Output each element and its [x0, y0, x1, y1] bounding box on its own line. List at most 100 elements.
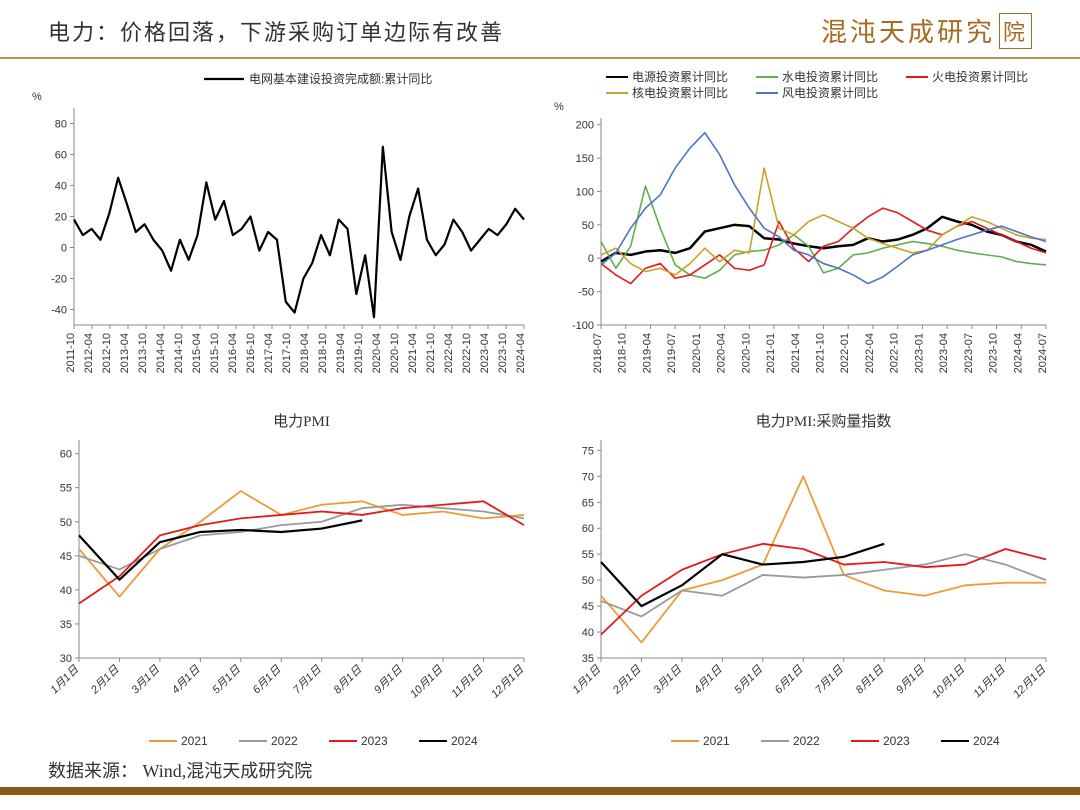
svg-text:2019-04: 2019-04	[641, 333, 653, 373]
svg-text:2019-04: 2019-04	[335, 333, 347, 373]
svg-text:2021-01: 2021-01	[765, 333, 777, 373]
svg-text:50: 50	[60, 517, 72, 529]
svg-text:11月1日: 11月1日	[449, 663, 486, 700]
svg-text:2023: 2023	[361, 734, 388, 748]
svg-text:2018-04: 2018-04	[299, 333, 311, 373]
svg-text:1月1日: 1月1日	[48, 663, 81, 696]
svg-text:0: 0	[61, 243, 67, 255]
svg-text:6月1日: 6月1日	[773, 663, 806, 696]
svg-text:2021: 2021	[703, 734, 730, 748]
svg-text:70: 70	[582, 471, 594, 483]
svg-text:50: 50	[582, 220, 594, 232]
svg-text:-40: -40	[51, 305, 67, 317]
svg-text:2012-10: 2012-10	[101, 333, 113, 373]
svg-text:2022-04: 2022-04	[443, 333, 455, 373]
svg-text:75: 75	[582, 445, 594, 457]
page-title: 电力：价格回落，下游采购订单边际有改善	[48, 15, 504, 47]
svg-text:65: 65	[582, 497, 594, 509]
svg-text:2020-01: 2020-01	[691, 333, 703, 373]
svg-text:9月1日: 9月1日	[372, 663, 405, 696]
svg-text:2015-04: 2015-04	[191, 333, 203, 373]
svg-text:2月1日: 2月1日	[88, 663, 122, 697]
svg-text:2023-10: 2023-10	[497, 333, 509, 373]
svg-text:2023-01: 2023-01	[913, 333, 925, 373]
svg-text:水电投资累计同比: 水电投资累计同比	[782, 69, 878, 84]
svg-text:2017-10: 2017-10	[281, 333, 293, 373]
svg-text:2014-04: 2014-04	[155, 333, 167, 373]
svg-text:2016-10: 2016-10	[245, 333, 257, 373]
svg-text:2024: 2024	[451, 734, 478, 748]
chart-grid: -40-200204060802011-102012-042012-102013…	[0, 59, 1080, 753]
svg-text:0: 0	[588, 253, 594, 265]
svg-text:2022-04: 2022-04	[864, 333, 876, 373]
svg-text:2023-04: 2023-04	[479, 333, 491, 373]
svg-text:40: 40	[582, 627, 594, 639]
svg-text:电源投资累计同比: 电源投资累计同比	[632, 69, 728, 84]
svg-text:2023: 2023	[883, 734, 910, 748]
svg-text:12月1日: 12月1日	[1011, 663, 1049, 701]
svg-text:2023-07: 2023-07	[963, 333, 975, 373]
svg-text:2022: 2022	[793, 734, 820, 748]
svg-text:4月1日: 4月1日	[692, 663, 725, 696]
svg-text:%: %	[32, 91, 42, 103]
svg-text:2018-10: 2018-10	[617, 333, 629, 373]
svg-text:50: 50	[582, 575, 594, 587]
svg-text:2022-10: 2022-10	[461, 333, 473, 373]
data-source: 数据来源： Wind,混沌天成研究院	[0, 753, 1080, 795]
svg-text:-100: -100	[572, 320, 594, 332]
svg-text:2021-10: 2021-10	[815, 333, 827, 373]
svg-text:2011-10: 2011-10	[65, 333, 77, 373]
svg-text:35: 35	[60, 619, 72, 631]
svg-text:12月1日: 12月1日	[489, 663, 527, 701]
svg-text:20: 20	[55, 212, 67, 224]
svg-text:2022-01: 2022-01	[839, 333, 851, 373]
svg-text:2018-10: 2018-10	[317, 333, 329, 373]
svg-text:2020-10: 2020-10	[389, 333, 401, 373]
svg-text:2月1日: 2月1日	[610, 663, 644, 697]
chart-pmi: 303540455055601月1日2月1日3月1日4月1日5月1日6月1日7月…	[24, 408, 534, 753]
svg-text:10月1日: 10月1日	[930, 663, 968, 701]
svg-text:核电投资累计同比: 核电投资累计同比	[632, 85, 728, 100]
svg-text:35: 35	[582, 653, 594, 665]
svg-text:2016-04: 2016-04	[227, 333, 239, 373]
svg-text:2021-04: 2021-04	[407, 333, 419, 373]
svg-text:7月1日: 7月1日	[291, 663, 324, 696]
svg-text:200: 200	[576, 120, 594, 132]
svg-text:45: 45	[60, 551, 72, 563]
svg-text:2017-04: 2017-04	[263, 333, 275, 373]
chart-grid-investment: -40-200204060802011-102012-042012-102013…	[24, 63, 534, 408]
header: 电力：价格回落，下游采购订单边际有改善 混沌天成研究院	[0, 0, 1080, 59]
svg-text:2012-04: 2012-04	[83, 333, 95, 373]
svg-text:2014-10: 2014-10	[173, 333, 185, 373]
svg-text:2013-10: 2013-10	[137, 333, 149, 373]
svg-text:2024: 2024	[973, 734, 1000, 748]
svg-text:2024-04: 2024-04	[1012, 333, 1024, 373]
svg-text:3月1日: 3月1日	[129, 663, 162, 696]
svg-text:11月1日: 11月1日	[971, 663, 1008, 700]
svg-text:45: 45	[582, 601, 594, 613]
svg-text:2020-04: 2020-04	[716, 333, 728, 373]
svg-text:1月1日: 1月1日	[570, 663, 603, 696]
svg-text:2020-04: 2020-04	[371, 333, 383, 373]
svg-text:2023-04: 2023-04	[938, 333, 950, 373]
svg-text:60: 60	[55, 150, 67, 162]
svg-text:%: %	[554, 101, 564, 113]
svg-text:9月1日: 9月1日	[894, 663, 927, 696]
svg-text:2022: 2022	[271, 734, 298, 748]
svg-text:2021-04: 2021-04	[790, 333, 802, 373]
svg-text:2022-10: 2022-10	[889, 333, 901, 373]
svg-text:40: 40	[55, 181, 67, 193]
svg-text:-50: -50	[578, 287, 594, 299]
svg-text:5月1日: 5月1日	[732, 663, 765, 696]
svg-text:电力PMI: 电力PMI	[273, 413, 330, 430]
svg-text:8月1日: 8月1日	[854, 663, 887, 696]
svg-text:100: 100	[576, 186, 594, 198]
svg-text:60: 60	[582, 523, 594, 535]
svg-text:2015-10: 2015-10	[209, 333, 221, 373]
svg-text:2024-07: 2024-07	[1037, 333, 1049, 373]
svg-text:2023-10: 2023-10	[988, 333, 1000, 373]
svg-text:2020-10: 2020-10	[740, 333, 752, 373]
svg-text:-20: -20	[51, 274, 67, 286]
svg-text:2013-04: 2013-04	[119, 333, 131, 373]
svg-text:电网基本建设投资完成额:累计同比: 电网基本建设投资完成额:累计同比	[249, 71, 432, 86]
